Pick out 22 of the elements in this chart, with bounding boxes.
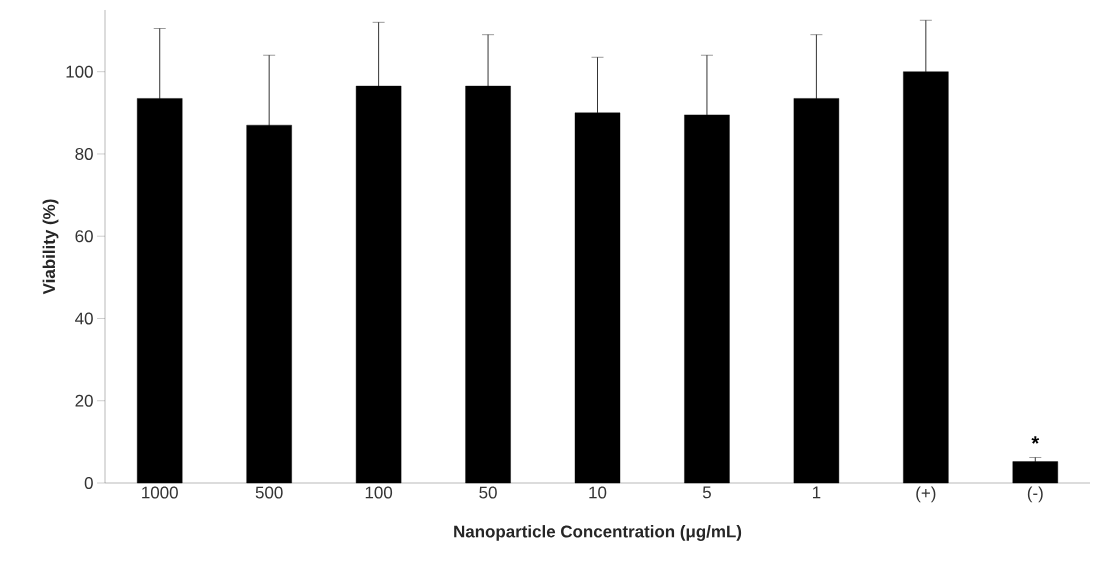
x-axis-title: Nanoparticle Concentration (μg/mL) xyxy=(454,525,742,541)
x-tick-label: 5 xyxy=(702,486,711,499)
x-tick-label: 50 xyxy=(479,486,497,499)
x-tick-label: 100 xyxy=(365,486,393,499)
annotation: * xyxy=(1031,436,1040,444)
x-tick-label: 1 xyxy=(812,486,821,499)
y-tick-label: 80 xyxy=(75,147,93,160)
x-tick-label: 500 xyxy=(255,486,283,499)
y-tick-label: 20 xyxy=(75,394,93,407)
y-tick-label: 100 xyxy=(66,65,93,78)
x-tick-label: 1000 xyxy=(142,486,178,499)
x-tick-label: 10 xyxy=(589,486,607,499)
bar xyxy=(246,124,292,484)
bar xyxy=(1012,461,1058,484)
x-tick-label: (-) xyxy=(1027,486,1043,503)
y-axis-title: Viability (%) xyxy=(42,199,59,295)
y-tick-label: 60 xyxy=(75,230,93,243)
bar xyxy=(137,98,183,484)
y-tick-label: 0 xyxy=(84,477,93,489)
bar xyxy=(793,98,840,484)
x-tick-label: (+) xyxy=(916,486,936,503)
y-tick-label: 40 xyxy=(75,312,93,325)
